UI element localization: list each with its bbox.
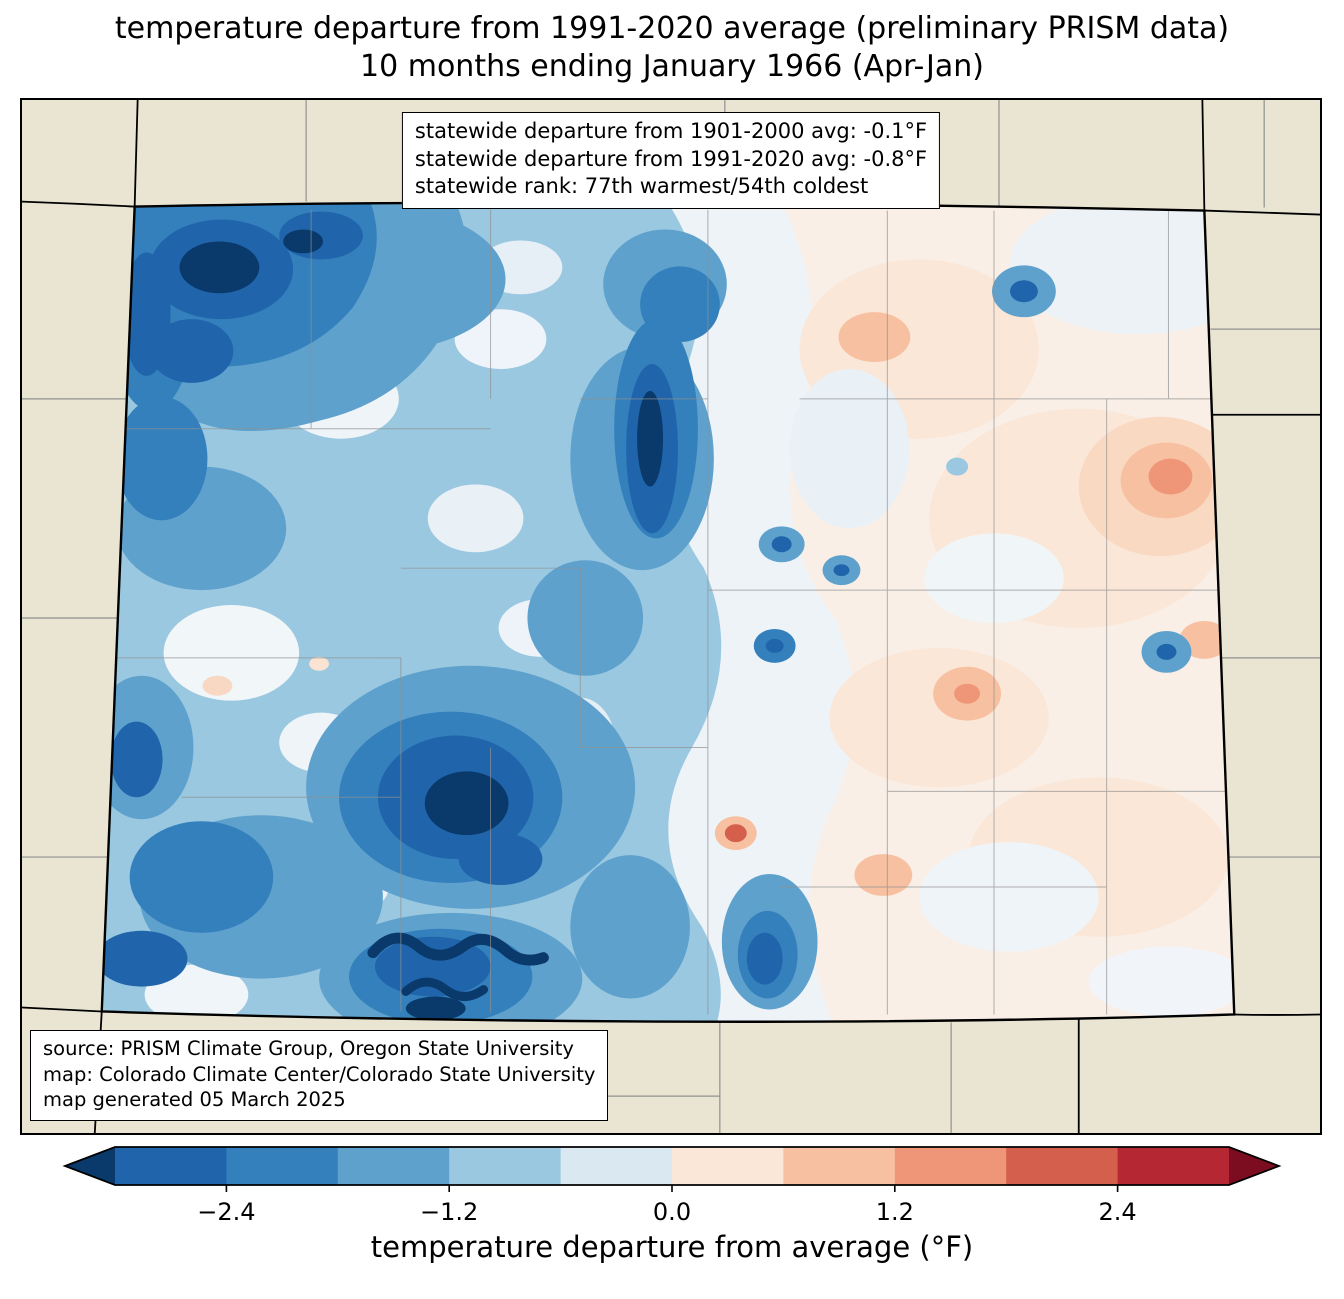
source-line-2: map: Colorado Climate Center/Colorado St…	[43, 1062, 596, 1086]
stats-box: statewide departure from 1901-2000 avg: …	[401, 112, 941, 210]
source-box: source: PRISM Climate Group, Oregon Stat…	[30, 1029, 609, 1121]
colorbar-label: temperature departure from average (°F)	[370, 1230, 974, 1264]
map-title-line2: 10 months ending January 1966 (Apr-Jan)	[360, 49, 984, 84]
source-line-1: source: PRISM Climate Group, Oregon Stat…	[43, 1036, 574, 1060]
map-title-line1: temperature departure from 1991-2020 ave…	[114, 11, 1230, 46]
colorbar-tick-label: −1.2	[420, 1198, 479, 1226]
colorbar-tick-label: −2.4	[197, 1198, 256, 1226]
colorbar: −2.4 −1.2 0.0 1.2 2.4	[62, 1146, 1282, 1246]
colorbar-tick-label: 1.2	[875, 1198, 914, 1226]
map-title: temperature departure from 1991-2020 ave…	[0, 10, 1344, 86]
colorado-map-graphic	[22, 100, 1320, 1133]
colorbar-graphic	[62, 1146, 1282, 1192]
neighbor-state-borders	[22, 100, 1320, 1133]
stats-line-2: statewide departure from 1991-2020 avg: …	[414, 146, 928, 171]
colorbar-tick-label: 0.0	[652, 1198, 692, 1226]
stats-line-1: statewide departure from 1901-2000 avg: …	[414, 119, 928, 143]
stats-line-3: statewide rank: 77th warmest/54th coldes…	[414, 174, 869, 199]
source-line-3: map generated 05 March 2025	[43, 1088, 346, 1112]
colorbar-tick-label: 2.4	[1098, 1198, 1137, 1226]
county-lines	[111, 209, 1235, 1015]
contour-field	[101, 202, 1235, 1022]
map-plot: statewide departure from 1901-2000 avg: …	[20, 98, 1322, 1135]
